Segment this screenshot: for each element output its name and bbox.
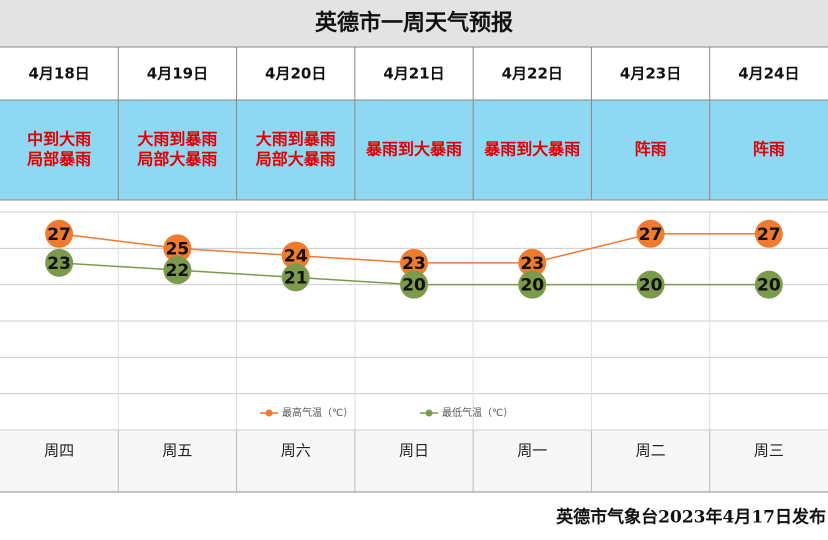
- value-label: 24: [284, 247, 308, 267]
- point: [163, 256, 192, 285]
- legend-label: 最低气温（℃）: [442, 406, 513, 419]
- weather: 暴雨到大暴雨: [365, 140, 462, 159]
- value-label: 27: [757, 225, 781, 245]
- legend-marker: [425, 409, 433, 417]
- value-label: 20: [402, 276, 426, 296]
- x-tick-label: 周五: [162, 442, 192, 460]
- value-label: 23: [402, 254, 426, 274]
- footer: 英德市气象台2023年4月17日发布: [556, 507, 826, 528]
- weather: 暴雨到大暴雨: [483, 140, 580, 159]
- date: 4月22日: [502, 65, 563, 83]
- value-label: 22: [166, 261, 190, 281]
- weather: 局部大暴雨: [256, 150, 336, 169]
- point: [518, 248, 547, 277]
- weather: 局部暴雨: [27, 150, 91, 169]
- date: 4月21日: [383, 65, 444, 83]
- point: [518, 270, 547, 299]
- date: 4月20日: [265, 65, 326, 83]
- value-label: 23: [47, 254, 71, 274]
- weather: 阵雨: [753, 140, 785, 159]
- date: 4月19日: [147, 65, 208, 83]
- point: [45, 248, 74, 277]
- weather: 大雨到暴雨: [256, 130, 336, 149]
- weekday-band: [0, 430, 828, 492]
- title-band: [0, 0, 828, 47]
- value-label: 27: [47, 225, 71, 245]
- legend-label: 最高气温（℃）: [282, 406, 353, 419]
- x-tick-label: 周二: [636, 442, 666, 460]
- value-label: 25: [166, 239, 190, 259]
- value-label: 20: [520, 276, 544, 296]
- value-label: 27: [639, 225, 663, 245]
- point: [400, 270, 428, 299]
- date: 4月23日: [620, 65, 681, 83]
- value-label: 23: [520, 254, 544, 274]
- date: 4月24日: [738, 65, 799, 83]
- point: [400, 248, 428, 277]
- weather: 局部大暴雨: [137, 150, 217, 169]
- weather: 阵雨: [635, 140, 667, 159]
- point: [754, 270, 783, 299]
- point: [281, 263, 310, 292]
- date: 4月18日: [28, 65, 89, 83]
- value-label: 20: [639, 276, 663, 296]
- x-tick-label: 周日: [399, 442, 429, 460]
- x-tick-label: 周一: [517, 442, 547, 460]
- weather: 大雨到暴雨: [137, 130, 217, 149]
- point: [754, 219, 783, 248]
- legend-marker: [265, 409, 273, 417]
- x-tick-label: 周四: [44, 442, 74, 460]
- weather: 中到大雨: [27, 130, 91, 149]
- weather-band: [0, 100, 828, 200]
- point: [636, 219, 665, 248]
- point: [45, 219, 74, 248]
- point: [281, 241, 310, 270]
- point: [636, 270, 665, 299]
- title: 英德市一周天气预报: [315, 10, 513, 36]
- value-label: 21: [284, 268, 308, 288]
- value-label: 20: [757, 276, 781, 296]
- x-tick-label: 周六: [281, 442, 311, 460]
- x-tick-label: 周三: [754, 442, 784, 460]
- point: [163, 234, 192, 263]
